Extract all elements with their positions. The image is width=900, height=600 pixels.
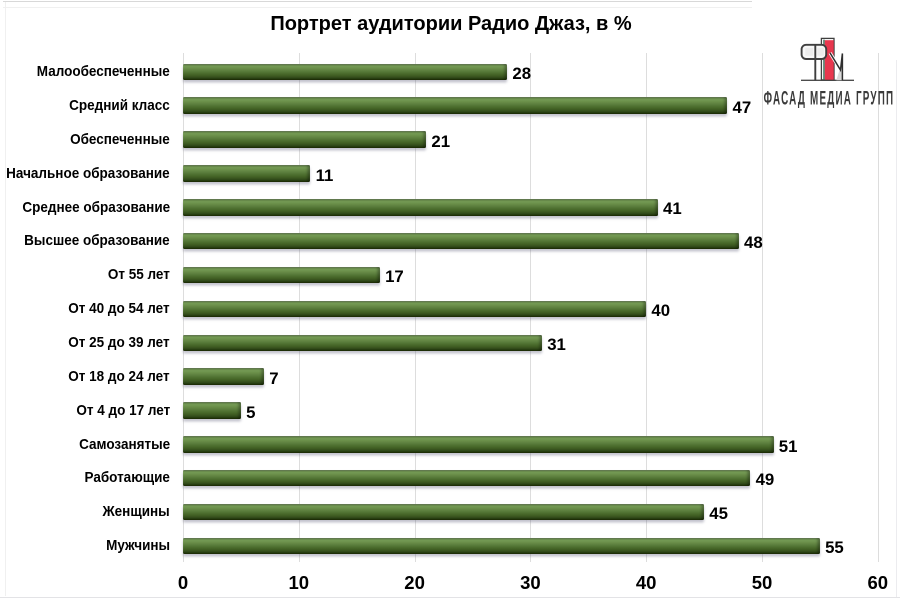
svg-text:ФАСАД МЕДИА ГРУПП: ФАСАД МЕДИА ГРУПП — [764, 88, 895, 108]
